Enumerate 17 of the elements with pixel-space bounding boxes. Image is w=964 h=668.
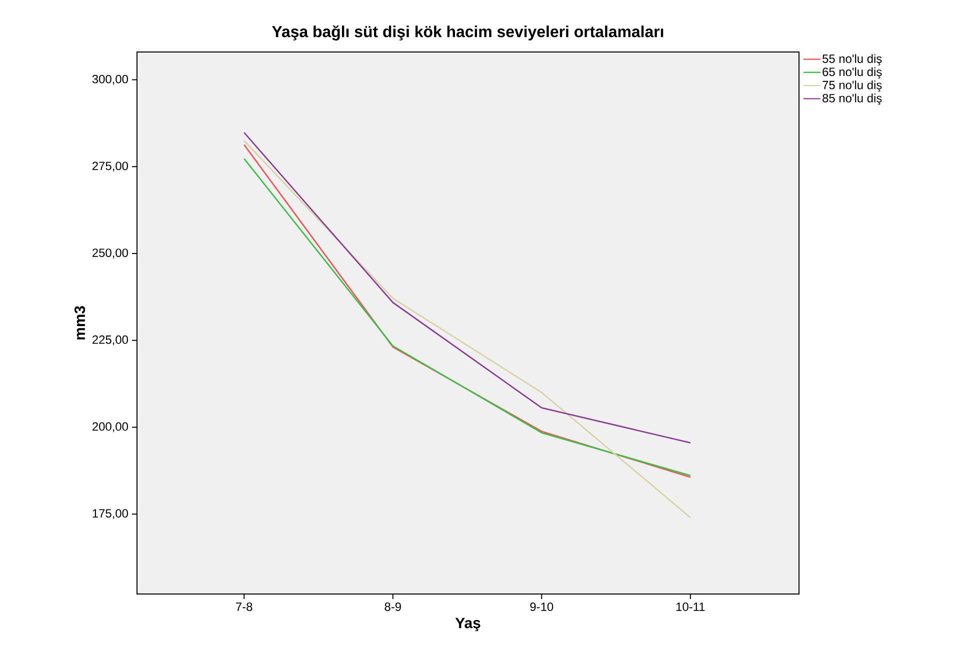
y-tick-label: 200,00: [92, 422, 128, 432]
x-tick-label: 9-10: [530, 602, 554, 611]
x-axis-title: Yaş: [455, 618, 480, 632]
y-tick-label: 250,00: [92, 248, 128, 258]
y-axis-title: mm3: [74, 306, 86, 340]
y-tick-label: 225,00: [92, 335, 128, 346]
chart-title: Yaşa bağlı süt dişi kök hacim seviyeleri ortalamaları: [272, 25, 664, 40]
legend-label: 75 no'lu diş: [822, 80, 882, 92]
y-tick-label: 175,00: [92, 509, 128, 520]
x-tick-label: 7-8: [236, 602, 252, 611]
legend-label: 85 no'lu diş: [822, 94, 882, 105]
legend-label: 65 no'lu diş: [822, 67, 882, 79]
legend-label: 55 no'lu diş: [822, 54, 882, 66]
x-tick-label: 10-11: [676, 602, 705, 611]
y-tick-label: 275,00: [92, 162, 128, 172]
y-tick-label: 300,00: [92, 74, 128, 85]
x-tick-label: 8-9: [384, 602, 401, 611]
